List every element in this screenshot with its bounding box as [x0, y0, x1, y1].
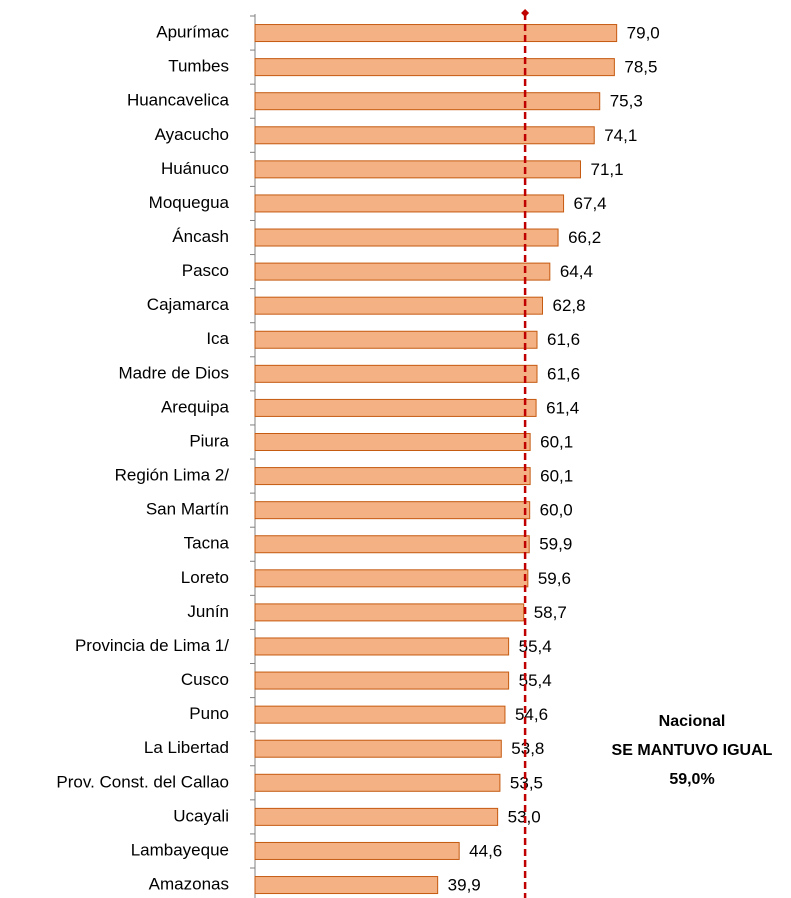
value-label: 62,8: [552, 296, 585, 315]
y-tick-label: Cajamarca: [147, 295, 230, 314]
value-label: 74,1: [604, 126, 637, 145]
y-tick-label: Lambayeque: [131, 840, 229, 859]
bar: [254, 569, 529, 588]
value-label: 61,4: [546, 398, 579, 417]
annotation: 59,0%: [669, 771, 714, 788]
value-label: 66,2: [568, 228, 601, 247]
bar: [254, 24, 618, 43]
value-label: 59,9: [539, 535, 572, 554]
y-tick-label: Provincia de Lima 1/: [75, 636, 229, 655]
bar: [254, 433, 531, 451]
bar: [254, 535, 530, 554]
value-label: 58,7: [534, 603, 567, 622]
y-tick-label: La Libertad: [144, 738, 229, 757]
value-label: 75,3: [610, 92, 643, 111]
value-label: 53,8: [511, 739, 544, 758]
value-label: 60,1: [540, 467, 573, 486]
value-label: 79,0: [627, 24, 660, 43]
y-tick-label: Piura: [189, 431, 229, 450]
bar: [254, 398, 537, 417]
value-label: 39,9: [448, 876, 481, 895]
value-label: 55,4: [519, 637, 552, 656]
bar: [254, 841, 460, 860]
value-label: 44,6: [469, 841, 502, 860]
y-tick-label: Ucayali: [173, 806, 229, 825]
y-tick-label: Huánuco: [161, 159, 229, 178]
bar: [254, 739, 502, 758]
bar: [254, 705, 506, 724]
bar: [254, 637, 510, 656]
bar: [254, 603, 525, 622]
y-tick-label: San Martín: [146, 500, 229, 519]
value-label: 61,6: [547, 364, 580, 383]
bar: [254, 194, 565, 213]
value-label: 55,4: [519, 671, 552, 690]
value-label: 60,0: [540, 501, 573, 520]
value-label: 53,5: [510, 773, 543, 792]
y-tick-label: Puno: [189, 704, 229, 723]
value-label: 67,4: [574, 194, 607, 213]
bar: [254, 773, 501, 792]
value-label: 59,6: [538, 569, 571, 588]
bar: [254, 92, 601, 111]
value-label: 71,1: [590, 160, 623, 179]
bar: [254, 467, 531, 486]
value-label: 54,6: [515, 705, 548, 724]
y-tick-label: Cusco: [181, 670, 229, 689]
bar: [254, 262, 551, 281]
y-tick-label: Tumbes: [168, 57, 229, 76]
value-label: 78,5: [624, 58, 657, 77]
bar: [254, 228, 559, 247]
bar: [254, 160, 581, 179]
bar: [254, 330, 538, 349]
y-tick-label: Arequipa: [161, 397, 230, 416]
annotation: SE MANTUVO IGUAL: [612, 742, 773, 759]
annotation: Nacional: [659, 713, 726, 730]
reference-marker: [521, 9, 530, 17]
y-tick-label: Moquegua: [149, 193, 230, 212]
y-tick-label: Junín: [187, 602, 229, 621]
y-tick-label: Prov. Const. del Callao: [56, 772, 229, 791]
y-tick-label: Ica: [206, 329, 229, 348]
bar: [254, 296, 543, 315]
bar: [254, 807, 499, 826]
bar: [254, 501, 531, 520]
y-tick-label: Amazonas: [149, 875, 229, 894]
y-tick-label: Tacna: [184, 534, 230, 553]
bar: [254, 126, 595, 145]
y-tick-label: Ayacucho: [155, 125, 229, 144]
y-tick-label: Áncash: [172, 227, 229, 246]
y-tick-label: Huancavelica: [127, 91, 230, 110]
y-tick-label: Pasco: [182, 261, 229, 280]
bar: [254, 58, 615, 77]
bar: [254, 364, 538, 383]
y-tick-label: Región Lima 2/: [115, 466, 230, 485]
y-tick-label: Loreto: [181, 568, 229, 587]
value-label: 61,6: [547, 330, 580, 349]
value-label: 64,4: [560, 262, 593, 281]
bar: [254, 876, 439, 895]
y-tick-label: Apurímac: [156, 23, 229, 42]
value-label: 60,1: [540, 432, 573, 451]
y-tick-label: Madre de Dios: [118, 363, 229, 382]
bar: [254, 671, 510, 690]
